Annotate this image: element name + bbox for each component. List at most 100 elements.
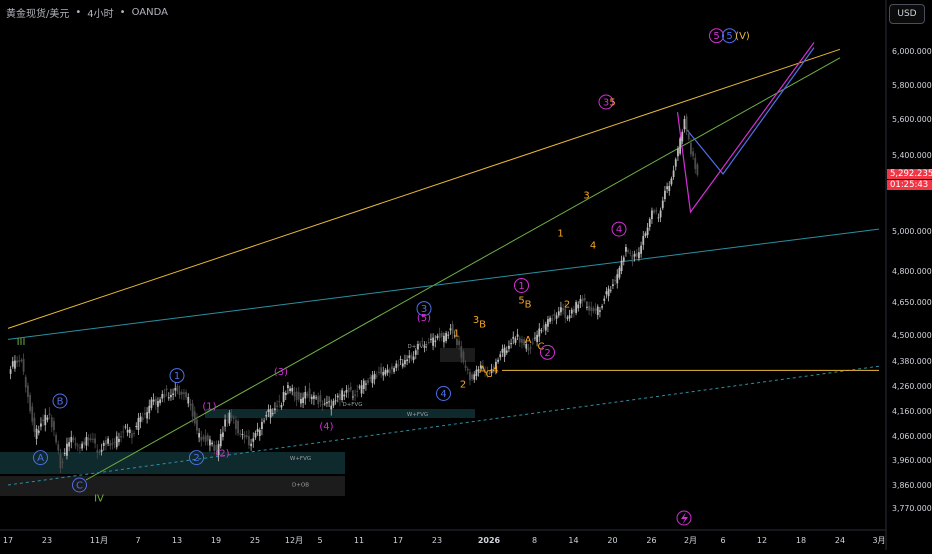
candle-body (61, 462, 64, 463)
x-tick-label: 23 (432, 536, 442, 545)
candle-body (118, 438, 120, 443)
candle-body (198, 433, 200, 438)
candle-body (310, 396, 313, 400)
y-tick-label: 4,160.000 (892, 407, 932, 416)
candle-body (334, 400, 337, 402)
symbol-name[interactable]: 黄金现货/美元 (6, 9, 70, 20)
candle-body (85, 436, 88, 446)
candle-body (57, 444, 60, 451)
candle-body (417, 344, 419, 350)
candle-body (551, 317, 554, 321)
candle-body (694, 157, 697, 169)
currency-button[interactable]: USD (889, 4, 925, 24)
candle-body (74, 443, 77, 446)
candle-body (401, 363, 404, 367)
candle-body (592, 308, 595, 312)
candle-body (96, 450, 99, 453)
wave-label: 3 (421, 304, 427, 315)
zones (0, 348, 475, 496)
candle-body (404, 360, 406, 365)
interval-label[interactable]: 4小时 (87, 9, 114, 20)
candle-body (46, 417, 49, 420)
candle-body (475, 369, 478, 376)
fvg-zone-weekly-2 (205, 409, 475, 418)
candle-body (161, 394, 164, 399)
last-price-label: 5,292.235 (887, 169, 932, 179)
candle-body (557, 311, 560, 316)
candle-body (408, 355, 411, 358)
candle-body (375, 375, 378, 377)
candle-body (137, 418, 140, 430)
candle-body (466, 368, 469, 371)
candle-body (53, 421, 55, 430)
candle-body (81, 443, 83, 449)
wave-label: (2) (215, 448, 229, 459)
separator-dot: • (119, 7, 126, 18)
candle-body (239, 433, 242, 435)
candle-body (347, 388, 350, 392)
candle-body (395, 363, 398, 369)
candle-body (549, 317, 551, 322)
candle-body (588, 305, 590, 311)
candle-body (313, 395, 315, 399)
candle-body (328, 401, 330, 403)
candle-body (469, 371, 471, 381)
candle-body (445, 333, 447, 342)
candle-body (55, 435, 57, 443)
trendline-cyan-support (7, 228, 880, 340)
candle-body (583, 298, 586, 301)
candle-body (124, 426, 127, 428)
candle-body (319, 395, 322, 402)
wave-label-circle (540, 344, 555, 360)
y-tick-label: 5,600.000 (892, 115, 932, 124)
candle-body (679, 138, 681, 154)
candle-body (191, 403, 194, 417)
candle-body (534, 337, 536, 339)
candle-body (187, 397, 190, 404)
candle-body (14, 360, 16, 369)
candle-body (20, 359, 23, 361)
candle-body (460, 346, 463, 358)
candle-body (59, 453, 62, 468)
wave-label-circle (52, 393, 68, 409)
wave-label-circle (436, 386, 451, 401)
trendlines (7, 48, 880, 486)
candle-body (596, 306, 599, 316)
candle-body (453, 335, 456, 337)
candle-body (33, 417, 36, 432)
candle-body (666, 186, 668, 190)
candle-body (497, 359, 499, 362)
candle-body (681, 131, 684, 142)
candle-body (560, 307, 562, 313)
wave-label: A (479, 365, 486, 376)
candle-body (185, 392, 187, 398)
candle-body (252, 438, 255, 442)
candle-body (245, 435, 248, 437)
candle-body (456, 338, 458, 345)
candle-body (107, 438, 109, 444)
candle-body (677, 148, 679, 157)
candle-body (37, 430, 40, 433)
candle-body (471, 374, 473, 379)
x-tick-label: 3月 (872, 536, 885, 545)
candle-body (499, 354, 502, 358)
candle-body (237, 421, 239, 434)
wave-label-circle (722, 28, 737, 44)
candle-body (635, 253, 638, 257)
candle-body (365, 383, 367, 385)
candle-body (289, 388, 291, 391)
candle-body (113, 441, 116, 443)
candle-body (202, 436, 205, 440)
y-tick-label: 3,770.000 (892, 504, 932, 513)
candle-body (432, 337, 434, 346)
candle-body (98, 451, 101, 453)
wave-label: C (76, 481, 83, 492)
candle-body (22, 358, 25, 372)
candle-body (605, 291, 608, 295)
candle-body (122, 431, 125, 433)
y-tick-label: 4,380.000 (892, 357, 932, 366)
candle-body (141, 417, 144, 420)
candle-body (579, 299, 582, 304)
